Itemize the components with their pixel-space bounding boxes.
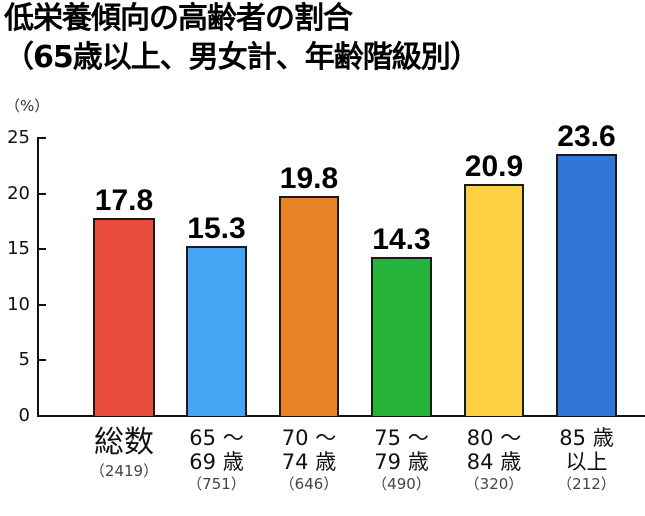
category-label-line1: 総数 <box>94 425 154 460</box>
y-tick-label: 20 <box>7 182 30 204</box>
bar-value-label: 20.9 <box>464 149 524 183</box>
y-tick-mark <box>38 359 46 362</box>
category-label-line1: 70 〜 <box>281 426 337 450</box>
bar-value-label: 19.8 <box>279 161 339 195</box>
sample-size: （2419） <box>89 461 159 480</box>
category-label-line2: 84 歳 <box>466 450 522 475</box>
sample-size: （751） <box>187 475 246 494</box>
y-tick-label: 10 <box>7 293 30 315</box>
chart-title: 低栄養傾向の高齢者の割合 <box>4 1 353 36</box>
bar-value-label: 15.3 <box>187 211 246 245</box>
bar-value-label: 17.8 <box>94 184 154 218</box>
category-label: 85 歳以上 （212） <box>537 426 637 494</box>
y-tick-mark <box>38 192 46 195</box>
y-tick-mark <box>38 137 46 139</box>
sample-size: （646） <box>279 475 339 494</box>
chart-subtitle: （65歳以上、男女計、年齢階級別） <box>4 40 480 75</box>
y-axis <box>37 137 39 417</box>
y-tick-label: 25 <box>7 127 30 148</box>
category-label-line2: 69 歳 <box>189 450 244 475</box>
x-axis <box>37 415 645 417</box>
category-label: 総数 （2419） <box>74 425 174 480</box>
category-label-line1: 65 〜 <box>189 426 244 450</box>
bar <box>279 195 339 416</box>
bar-value-label: 14.3 <box>372 222 431 256</box>
sample-size: （320） <box>464 475 524 494</box>
y-tick-mark <box>38 248 46 251</box>
category-label-line1: 85 歳 <box>559 426 614 450</box>
bar <box>186 245 247 416</box>
category-label: 65 〜 69 歳（751） <box>167 426 267 494</box>
y-tick-mark <box>38 303 46 306</box>
y-tick-label: 0 <box>18 405 30 426</box>
category-label: 80 〜 84 歳（320） <box>444 426 544 494</box>
bar <box>464 183 524 416</box>
y-axis-unit: （%） <box>5 97 50 115</box>
category-label-line1: 80 〜 <box>466 426 522 450</box>
category-label-line2: 74 歳 <box>281 450 337 475</box>
category-label-line2: 以上 <box>565 450 608 475</box>
bar <box>93 218 155 416</box>
bar <box>556 153 617 416</box>
bar-value-label: 23.6 <box>557 119 616 153</box>
category-label-line1: 75 〜 <box>374 426 429 450</box>
category-label: 75 〜 79 歳（490） <box>352 426 452 494</box>
category-label: 70 〜 74 歳（646） <box>259 426 359 494</box>
y-tick-label: 15 <box>7 238 30 260</box>
sample-size: （490） <box>372 475 431 494</box>
sample-size: （212） <box>557 475 616 494</box>
y-tick-label: 5 <box>18 349 30 371</box>
category-label-line2: 79 歳 <box>374 450 429 475</box>
bar <box>371 256 432 416</box>
